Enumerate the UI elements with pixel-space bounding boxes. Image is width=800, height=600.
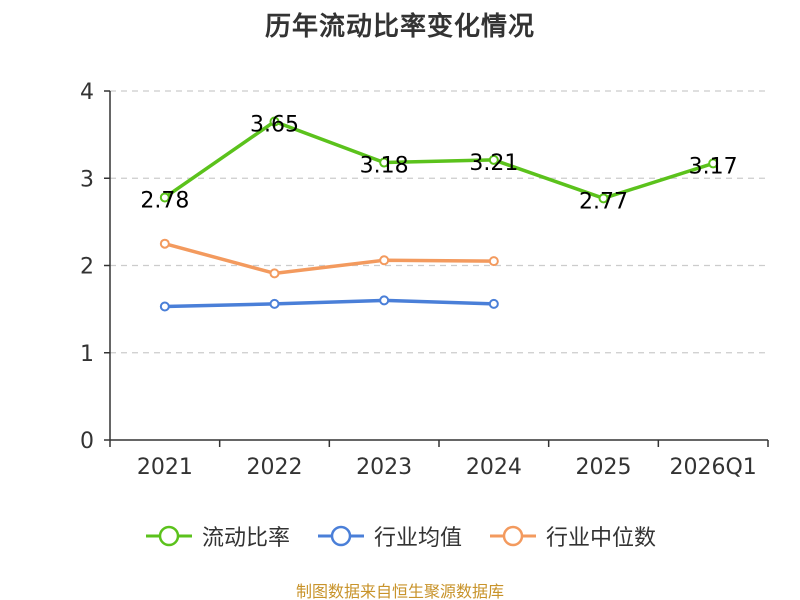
y-tick-label: 0 bbox=[80, 429, 94, 454]
legend-swatch-icon bbox=[490, 525, 536, 547]
series-line bbox=[163, 119, 714, 201]
data-label: 3.21 bbox=[469, 151, 518, 176]
x-tick-label: 2022 bbox=[247, 455, 303, 480]
data-point bbox=[488, 154, 499, 165]
data-point bbox=[379, 295, 390, 306]
data-label: 3.17 bbox=[689, 154, 738, 179]
x-tick-label: 2023 bbox=[356, 455, 412, 480]
x-tick-label: 2024 bbox=[466, 455, 522, 480]
x-tick-label: 2026Q1 bbox=[670, 455, 757, 480]
data-label: 3.65 bbox=[250, 113, 299, 138]
legend-item-current-ratio[interactable]: 流动比率 bbox=[144, 520, 290, 552]
data-point bbox=[598, 193, 609, 204]
legend-label: 行业中位数 bbox=[546, 526, 657, 551]
data-label: 3.18 bbox=[360, 154, 409, 179]
source-note: 制图数据来自恒生聚源数据库 bbox=[295, 582, 504, 600]
legend-label: 流动比率 bbox=[201, 526, 290, 551]
y-tick-label: 1 bbox=[80, 342, 94, 367]
x-tick-label: 2021 bbox=[137, 455, 193, 480]
series-line bbox=[164, 298, 494, 309]
chart-title: 历年流动比率变化情况 bbox=[264, 12, 535, 42]
data-point bbox=[159, 238, 170, 249]
data-point bbox=[269, 298, 280, 309]
legend-swatch-icon bbox=[145, 525, 192, 547]
legend-swatch-icon bbox=[317, 525, 364, 547]
data-point bbox=[159, 192, 170, 203]
data-point bbox=[159, 301, 170, 312]
legend-item-industry-average[interactable]: 行业均值 bbox=[316, 520, 462, 552]
data-label: 2.77 bbox=[579, 189, 628, 214]
legend-label: 行业均值 bbox=[373, 526, 462, 551]
y-tick-label: 2 bbox=[80, 255, 94, 280]
data-point bbox=[269, 268, 280, 279]
y-tick-label: 3 bbox=[80, 167, 94, 192]
data-point bbox=[269, 116, 280, 127]
data-point bbox=[708, 158, 719, 169]
data-point bbox=[379, 157, 390, 168]
data-label: 2.78 bbox=[140, 188, 189, 213]
data-point bbox=[488, 298, 499, 309]
legend-item-industry-median[interactable]: 行业中位数 bbox=[488, 520, 656, 552]
y-tick-label: 4 bbox=[80, 80, 94, 105]
legend: 流动比率 行业均值 行业中位数 bbox=[0, 520, 800, 552]
data-point bbox=[488, 256, 499, 267]
data-point bbox=[379, 255, 390, 266]
series-line bbox=[164, 241, 494, 276]
x-tick-label: 2025 bbox=[576, 455, 632, 480]
